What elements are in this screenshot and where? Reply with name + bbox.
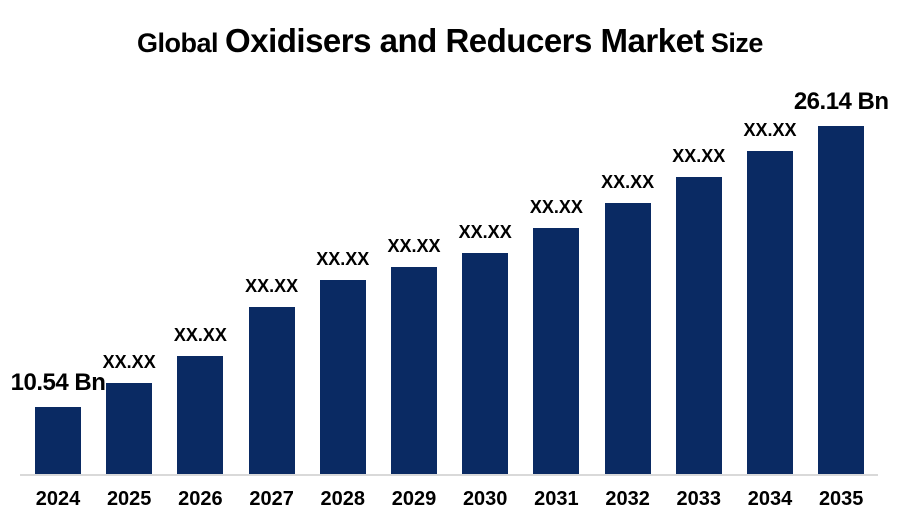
chart-title-main: Oxidisers and Reducers Market bbox=[225, 22, 704, 59]
value-label-2025: XX.XX bbox=[102, 352, 156, 372]
value-label-2028: XX.XX bbox=[316, 249, 370, 269]
x-tick-label-2026: 2026 bbox=[178, 488, 223, 510]
bar-2026 bbox=[177, 356, 224, 474]
x-tick-label-2024: 2024 bbox=[35, 488, 81, 510]
value-label-2029: XX.XX bbox=[387, 236, 441, 256]
value-label-2026: XX.XX bbox=[173, 325, 227, 345]
x-tick-label-2034: 2034 bbox=[747, 488, 793, 510]
bar-2029 bbox=[391, 267, 437, 474]
bar-2034 bbox=[747, 151, 793, 474]
bar-2031 bbox=[533, 228, 580, 474]
x-tick-label-2028: 2028 bbox=[320, 488, 366, 510]
value-label-2032: XX.XX bbox=[601, 172, 655, 192]
bar-2033 bbox=[675, 177, 722, 474]
x-tick-label-2031: 2031 bbox=[534, 488, 579, 510]
x-tick-label-2035: 2035 bbox=[818, 488, 864, 510]
value-label-2035: 26.14 Bn bbox=[793, 88, 889, 115]
chart-title-prefix: Global bbox=[137, 28, 226, 58]
x-tick-label-2032: 2032 bbox=[605, 488, 650, 510]
x-tick-label-2030: 2030 bbox=[462, 488, 508, 510]
chart-title: Global Oxidisers and Reducers Market Siz… bbox=[0, 22, 900, 60]
bar-2028 bbox=[319, 280, 366, 474]
x-axis-line bbox=[20, 474, 878, 476]
bar-2027 bbox=[248, 307, 295, 474]
x-tick-label-2027: 2027 bbox=[249, 488, 294, 510]
bar-2030 bbox=[462, 253, 509, 474]
bar-2024 bbox=[35, 407, 81, 474]
bar-2032 bbox=[604, 203, 651, 474]
bar-2035 bbox=[818, 126, 865, 474]
x-tick-label-2029: 2029 bbox=[391, 488, 437, 510]
bar-2025 bbox=[106, 383, 153, 474]
value-label-2024: 10.54 Bn bbox=[10, 369, 106, 396]
value-label-2034: XX.XX bbox=[743, 120, 797, 140]
x-tick-label-2025: 2025 bbox=[106, 488, 152, 510]
value-label-2027: XX.XX bbox=[245, 276, 299, 296]
chart-title-suffix: Size bbox=[703, 28, 764, 58]
value-label-2033: XX.XX bbox=[672, 146, 726, 166]
value-label-2031: XX.XX bbox=[529, 197, 583, 217]
value-label-2030: XX.XX bbox=[458, 222, 512, 242]
x-tick-label-2033: 2033 bbox=[676, 488, 722, 510]
